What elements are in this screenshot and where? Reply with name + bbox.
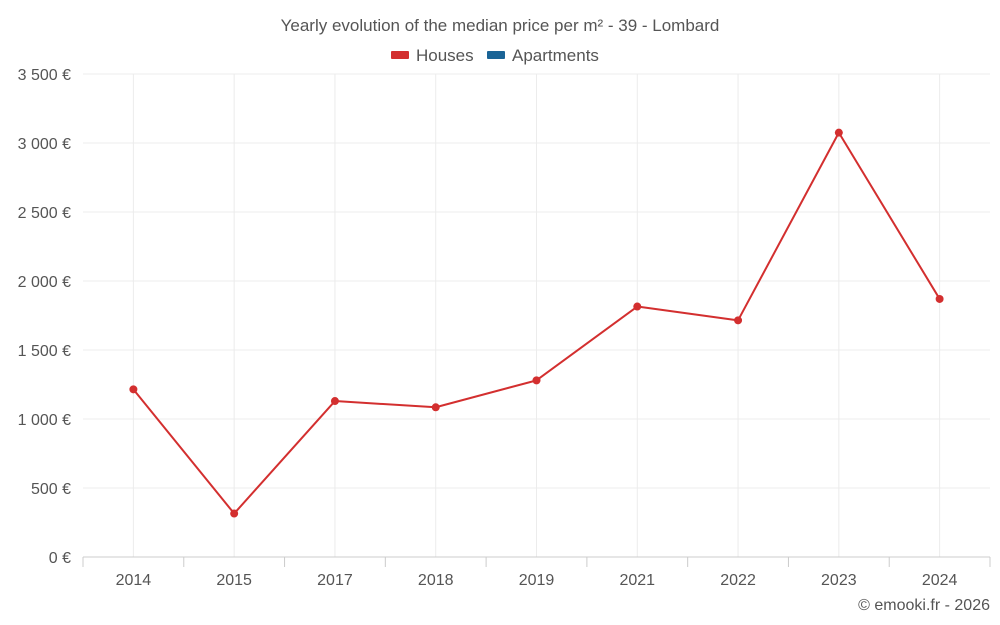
- x-tick-label: 2019: [519, 572, 555, 589]
- y-tick-label: 2 000 €: [18, 274, 71, 291]
- legend-swatch-apartments: [487, 51, 505, 59]
- y-tick-label: 500 €: [31, 481, 71, 498]
- x-axis-ticks: 2014 2015 2017 2018 2019 2021 2022 2023 2024: [116, 572, 958, 589]
- gridlines: [83, 73, 990, 557]
- legend: Houses Apartments: [391, 46, 599, 65]
- x-tick-label: 2018: [418, 572, 454, 589]
- series-houses: [129, 128, 944, 518]
- y-axis-ticks: 0 € 500 € 1 000 € 1 500 € 2 000 € 2 500 € 3 00…: [18, 67, 71, 567]
- data-point[interactable]: [633, 302, 642, 311]
- x-tick-label: 2021: [619, 572, 655, 589]
- credit-text: © emooki.fr - 2026: [858, 597, 990, 614]
- chart-title: Yearly evolution of the median price per…: [281, 16, 720, 35]
- legend-swatch-houses: [391, 51, 409, 59]
- y-tick-label: 1 500 €: [18, 343, 71, 360]
- x-tick-label: 2024: [922, 572, 958, 589]
- data-point[interactable]: [230, 509, 239, 518]
- x-tick-label: 2023: [821, 572, 857, 589]
- legend-item-houses[interactable]: Houses: [391, 46, 474, 65]
- x-tick-label: 2022: [720, 572, 756, 589]
- data-point[interactable]: [431, 403, 440, 412]
- y-tick-label: 2 500 €: [18, 205, 71, 222]
- y-tick-label: 3 000 €: [18, 136, 71, 153]
- y-tick-label: 1 000 €: [18, 412, 71, 429]
- data-point[interactable]: [330, 397, 339, 406]
- legend-label-houses: Houses: [416, 46, 474, 65]
- axes: [82, 556, 991, 567]
- x-tick-label: 2015: [216, 572, 252, 589]
- data-point[interactable]: [935, 294, 944, 303]
- data-point[interactable]: [734, 316, 743, 325]
- data-point[interactable]: [834, 128, 843, 137]
- legend-item-apartments[interactable]: Apartments: [487, 46, 599, 65]
- x-tick-label: 2017: [317, 572, 353, 589]
- x-tick-label: 2014: [116, 572, 152, 589]
- y-tick-label: 3 500 €: [18, 67, 71, 84]
- y-tick-label: 0 €: [49, 550, 71, 567]
- data-point[interactable]: [532, 376, 541, 385]
- data-point[interactable]: [129, 385, 138, 394]
- legend-label-apartments: Apartments: [512, 46, 599, 65]
